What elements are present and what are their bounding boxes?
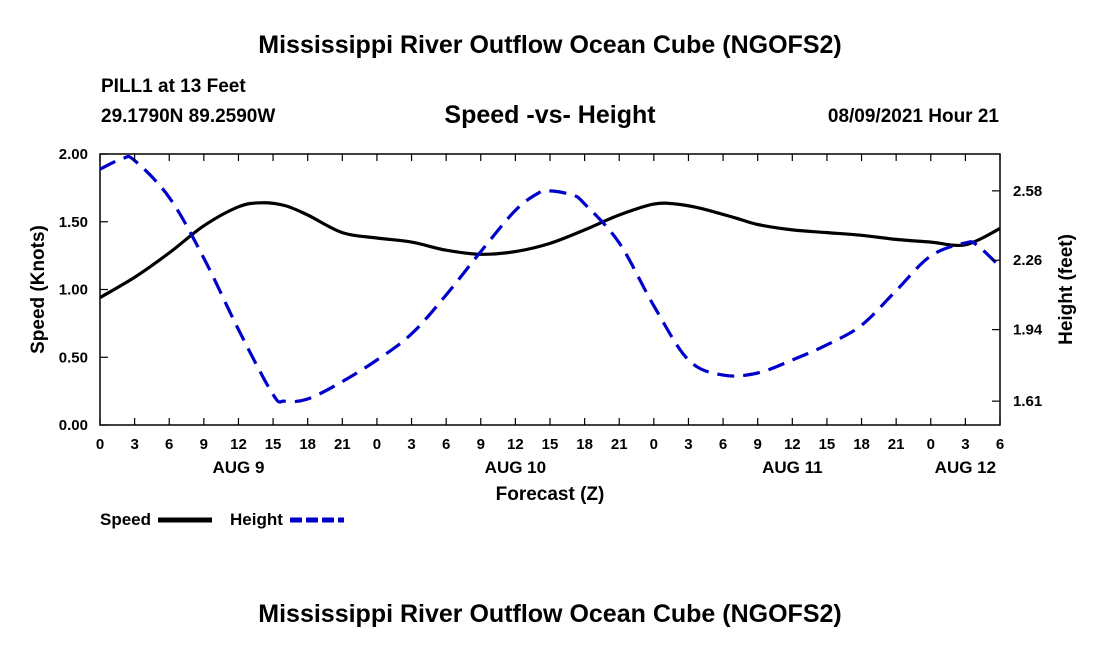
- x-tick-label: 0: [650, 436, 658, 453]
- x-tick-label: 21: [888, 436, 905, 453]
- plot-area-frame: [99, 153, 1001, 426]
- y-tick-label: 1.50: [59, 214, 88, 231]
- station-label: PILL1 at 13 Feet: [101, 76, 246, 97]
- x-tick-label: 18: [576, 436, 593, 453]
- y2-tick-label: 2.26: [1013, 252, 1042, 269]
- x-tick-label: 21: [334, 436, 351, 453]
- x-tick-label: 18: [299, 436, 316, 453]
- x-day-label: AUG 9: [212, 458, 264, 477]
- x-tick-label: 0: [373, 436, 381, 453]
- x-tick-label: 0: [96, 436, 104, 453]
- x-tick-label: 3: [407, 436, 415, 453]
- y-tick-label: 0.50: [59, 349, 88, 366]
- chart-subtitle: Speed -vs- Height: [444, 101, 656, 129]
- legend-label: Speed: [100, 510, 151, 529]
- x-tick-label: 12: [784, 436, 801, 453]
- x-tick-label: 15: [819, 436, 836, 453]
- y-tick-label: 1.00: [59, 282, 88, 299]
- chart-title: Mississippi River Outflow Ocean Cube (NG…: [258, 31, 842, 59]
- x-tick-label: 12: [507, 436, 524, 453]
- x-tick-label: 9: [200, 436, 208, 453]
- series-line-speed: [99, 201, 1001, 299]
- x-tick-label: 12: [230, 436, 247, 453]
- legend-label: Height: [230, 510, 283, 529]
- x-axis-title: Forecast (Z): [496, 484, 605, 505]
- x-tick-label: 6: [442, 436, 450, 453]
- x-tick-label: 9: [754, 436, 762, 453]
- x-day-label: AUG 10: [485, 458, 546, 477]
- x-tick-label: 3: [130, 436, 138, 453]
- station-coordinates: 29.1790N 89.2590W: [101, 106, 276, 127]
- y-axis-title: Speed (Knots): [28, 225, 49, 354]
- y-tick-label: 0.00: [59, 417, 88, 434]
- x-tick-label: 15: [542, 436, 559, 453]
- x-tick-label: 6: [165, 436, 173, 453]
- series-line-height: [99, 154, 1002, 404]
- x-tick-label: 21: [611, 436, 628, 453]
- x-tick-label: 3: [684, 436, 692, 453]
- x-tick-label: 0: [927, 436, 935, 453]
- x-tick-label: 15: [265, 436, 282, 453]
- x-tick-label: 18: [853, 436, 870, 453]
- y2-tick-label: 1.94: [1013, 322, 1043, 339]
- x-tick-label: 6: [719, 436, 727, 453]
- footer-title: Mississippi River Outflow Ocean Cube (NG…: [258, 600, 842, 628]
- x-tick-label: 6: [996, 436, 1004, 453]
- y2-tick-label: 1.61: [1013, 393, 1042, 410]
- y2-tick-label: 2.58: [1013, 183, 1042, 200]
- forecast-datetime: 08/09/2021 Hour 21: [827, 106, 999, 127]
- x-day-label: AUG 11: [762, 458, 822, 477]
- x-tick-label: 9: [477, 436, 485, 453]
- y2-axis-title: Height (feet): [1056, 234, 1077, 345]
- x-tick-label: 3: [961, 436, 969, 453]
- x-day-label: AUG 12: [935, 458, 996, 477]
- y-tick-label: 2.00: [59, 146, 88, 163]
